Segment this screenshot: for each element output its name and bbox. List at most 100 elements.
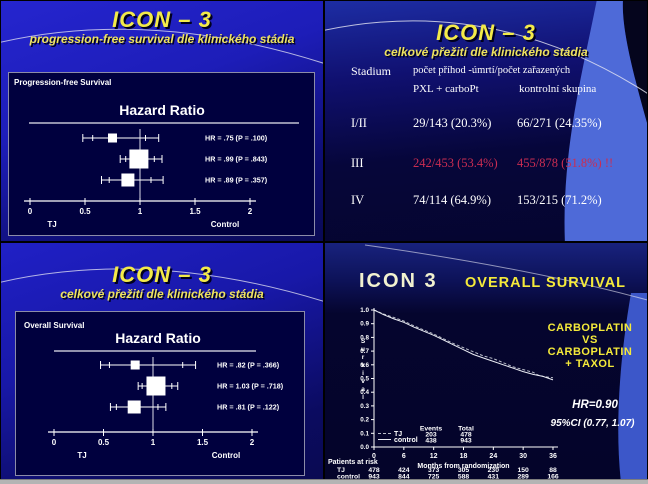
svg-text:943: 943 <box>368 474 380 480</box>
svg-text:0.5: 0.5 <box>98 438 110 447</box>
slide-title: ICON – 3 <box>112 7 212 32</box>
svg-text:0.5: 0.5 <box>79 207 91 216</box>
svg-text:1.0: 1.0 <box>360 307 369 314</box>
slide-subtitle: progression-free survival dle klinického… <box>29 32 295 46</box>
comparison-line: VS <box>582 334 598 346</box>
slide-os-table-by-stage[interactable]: ICON – 3 celkové přežití dle klinického … <box>325 1 647 241</box>
svg-text:HR = .75 (P = .100): HR = .75 (P = .100) <box>205 134 268 143</box>
window-bottom-edge <box>0 479 648 484</box>
svg-text:HR = 1.03 (P = .718): HR = 1.03 (P = .718) <box>217 382 284 391</box>
svg-text:i: i <box>362 370 364 377</box>
svg-text:Patients at risk: Patients at risk <box>328 459 378 466</box>
svg-text:431: 431 <box>488 474 500 480</box>
svg-text:943: 943 <box>460 438 472 445</box>
pxl-cell-highlighted: 242/453 (53.4%) <box>413 156 498 170</box>
svg-text:0.4: 0.4 <box>360 389 369 396</box>
svg-text:TJ: TJ <box>77 451 86 460</box>
svg-text:u: u <box>361 346 365 353</box>
svg-text:0.3: 0.3 <box>360 403 369 410</box>
svg-text:1.5: 1.5 <box>189 207 201 216</box>
svg-text:12: 12 <box>430 453 438 460</box>
svg-text:1: 1 <box>151 438 156 447</box>
slide-km-overall-survival[interactable]: ICON 3 OVERALL SURVIVAL 0.0 0.1 0.2 0.3 0.4 0… <box>325 243 647 479</box>
svg-text:TJ: TJ <box>337 467 345 474</box>
os-chart-panel: Overall Survival Hazard Ratio 0 0.5 1 1.5 2 TJ C… <box>15 311 305 476</box>
pxl-cell: 29/143 (20.3%) <box>413 116 492 130</box>
svg-text:478: 478 <box>460 432 472 439</box>
svg-text:control: control <box>394 437 418 444</box>
svg-text:Events: Events <box>420 426 443 433</box>
svg-text:6: 6 <box>402 453 406 460</box>
svg-text:HR = .82 (P = .366): HR = .82 (P = .366) <box>217 361 280 370</box>
svg-text:v: v <box>361 362 365 369</box>
stage-cell: III <box>351 156 364 170</box>
svg-text:424: 424 <box>398 467 410 474</box>
svg-text:230: 230 <box>488 467 500 474</box>
control-cell: 66/271 (24.35%) <box>517 116 602 130</box>
slide-title: ICON 3 <box>359 270 438 292</box>
slide-subtitle: celkové přežití dle klinického stádia <box>60 287 264 301</box>
svg-text:0.7: 0.7 <box>360 348 369 355</box>
svg-text:2: 2 <box>250 438 255 447</box>
svg-text:HR = .81 (P = .122): HR = .81 (P = .122) <box>217 403 280 412</box>
svg-text:0: 0 <box>52 438 57 447</box>
control-cell-highlighted: 455/878 (51.8%) !! <box>517 156 614 170</box>
svg-text:588: 588 <box>458 474 470 480</box>
svg-text:TJ: TJ <box>394 431 402 438</box>
slide-title: ICON – 3 <box>112 262 212 287</box>
svg-text:725: 725 <box>428 474 440 480</box>
stage-cell: IV <box>351 193 365 207</box>
hazard-ratio-annotation: HR=0.90 <box>572 399 618 411</box>
svg-text:0: 0 <box>372 453 376 460</box>
svg-text:l: l <box>362 394 364 401</box>
svg-text:0.2: 0.2 <box>360 417 369 424</box>
slide-os-by-stage-forest[interactable]: ICON – 3 celkové přežití dle klinického … <box>1 243 323 479</box>
svg-text:HR = .89 (P = .357): HR = .89 (P = .357) <box>205 176 268 185</box>
svg-text:r: r <box>362 354 365 361</box>
svg-text:0.5: 0.5 <box>360 376 369 383</box>
svg-text:Hazard Ratio: Hazard Ratio <box>115 330 201 346</box>
svg-text:203: 203 <box>425 432 437 439</box>
svg-text:478: 478 <box>368 467 380 474</box>
slide-title: ICON – 3 <box>436 20 536 45</box>
svg-text:Hazard Ratio: Hazard Ratio <box>119 102 205 118</box>
svg-text:Total: Total <box>458 426 474 433</box>
table-header-control-group: kontrolní skupina <box>519 83 597 95</box>
comparison-line: + TAXOL <box>565 358 615 370</box>
comparison-line: CARBOPLATIN <box>547 346 633 358</box>
pxl-cell: 74/114 (64.9%) <box>413 193 491 207</box>
confidence-interval-annotation: 95%CI (0.77, 1.07) <box>550 418 635 429</box>
svg-text:TJ: TJ <box>47 220 56 229</box>
os-forest-chart: Overall Survival Hazard Ratio 0 0.5 1 1.5 2 TJ C… <box>24 321 284 460</box>
comparison-line: CARBOPLATIN <box>547 322 633 334</box>
treatment-comparison-label: CARBOPLATIN VS CARBOPLATIN + TAXOL <box>525 322 647 370</box>
svg-text:HR = .99 (P = .843): HR = .99 (P = .843) <box>205 155 268 164</box>
slide-subtitle-overall-survival: OVERALL SURVIVAL <box>465 275 627 291</box>
svg-text:373: 373 <box>428 467 440 474</box>
svg-text:v: v <box>361 378 365 385</box>
svg-text:18: 18 <box>460 453 468 460</box>
table-header-pxl-carbopt: PXL + carboPt <box>413 83 479 95</box>
svg-text:Control: Control <box>211 220 239 229</box>
svg-text:0.1: 0.1 <box>360 430 369 437</box>
control-cell: 153/215 (71.2%) <box>517 193 602 207</box>
stage-cell: I/II <box>351 116 367 130</box>
svg-text:166: 166 <box>547 474 559 480</box>
pfs-forest-chart: Progression-free Survival Hazard Ratio 0 0.… <box>14 78 299 229</box>
pfs-chart-panel: Progression-free Survival Hazard Ratio 0 0.… <box>8 72 315 236</box>
svg-text:Overall Survival: Overall Survival <box>24 321 84 330</box>
svg-text:Months from randomization: Months from randomization <box>417 463 509 470</box>
svg-text:1.5: 1.5 <box>197 438 209 447</box>
svg-text:a: a <box>361 386 365 393</box>
svg-text:24: 24 <box>489 453 497 460</box>
slide-pfs-by-stage[interactable]: ICON – 3 progression-free survival dle k… <box>1 1 323 241</box>
svg-text:289: 289 <box>517 474 529 480</box>
svg-text:150: 150 <box>517 467 529 474</box>
svg-text:0.0: 0.0 <box>360 444 369 451</box>
svg-text:0: 0 <box>28 207 33 216</box>
svg-text:1: 1 <box>138 207 143 216</box>
svg-text:0.8: 0.8 <box>360 334 369 341</box>
svg-text:S: S <box>361 338 366 345</box>
svg-text:36: 36 <box>549 453 557 460</box>
